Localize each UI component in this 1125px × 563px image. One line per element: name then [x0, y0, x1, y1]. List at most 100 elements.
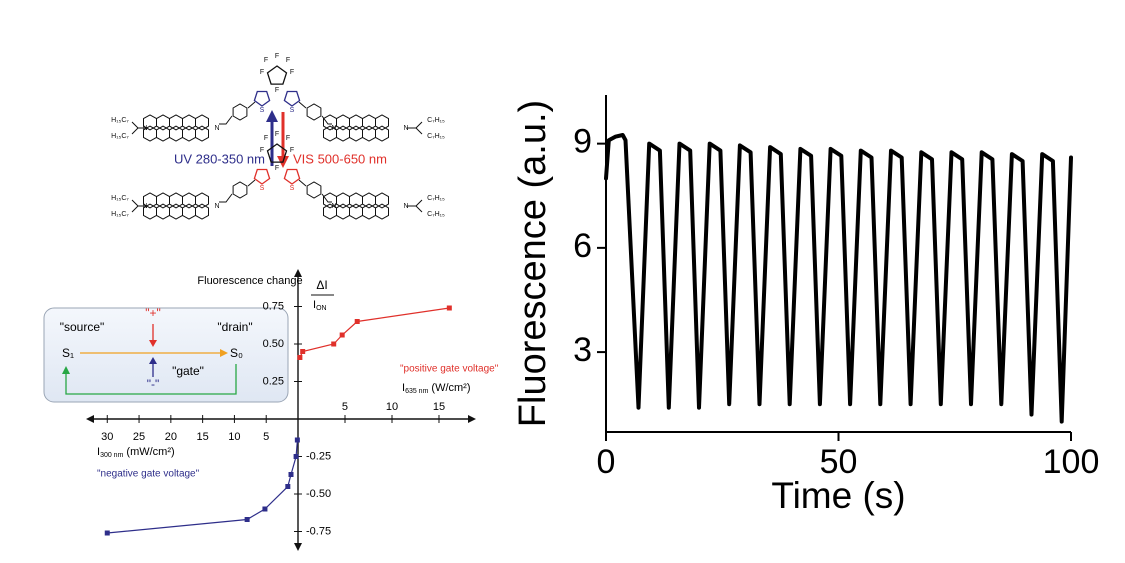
- chart-title: Fluorescence change: [197, 275, 302, 287]
- ring: [182, 203, 196, 220]
- atom-label: F: [275, 131, 279, 138]
- atom-label: N: [403, 125, 408, 132]
- axis-arrow: [86, 415, 94, 423]
- atom-label: H₁₅C₇: [111, 195, 129, 202]
- xlabel-label: I635 nm (W/cm²): [402, 382, 471, 395]
- atom-label: C₇H₁₅: [427, 195, 445, 202]
- return-path: [65, 364, 237, 395]
- atom-label: F: [286, 57, 290, 64]
- y-tick-label: 6: [573, 227, 592, 265]
- atom-label: F: [275, 87, 279, 94]
- bond: [407, 199, 423, 207]
- atom-label: S: [260, 107, 265, 114]
- x2-tick-label: 10: [228, 431, 240, 443]
- x2-tick-label: 20: [165, 431, 177, 443]
- y-tick-label: -0.75: [306, 525, 331, 537]
- ring: [182, 192, 196, 209]
- ring: [156, 203, 170, 220]
- marker: [294, 437, 300, 443]
- minus-arrow-head: [149, 357, 157, 364]
- atom-label: F: [275, 165, 279, 172]
- plus-arrow-head: [149, 340, 157, 347]
- atom-label: C₇H₁₅: [427, 117, 445, 124]
- atom-label: C₇H₁₅: [427, 211, 445, 218]
- plus-label: "+": [145, 306, 161, 320]
- bond: [247, 101, 256, 109]
- ring: [362, 114, 376, 131]
- marker: [297, 355, 303, 360]
- xlabel-sub: 635 nm: [405, 388, 429, 395]
- ring: [156, 114, 170, 131]
- y-tick-label: 0.50: [263, 338, 284, 350]
- marker: [293, 454, 299, 459]
- ring: [362, 125, 376, 142]
- atom-label: N: [142, 125, 147, 132]
- ring: [362, 192, 376, 209]
- atom-label: H₁₅C₇: [111, 211, 129, 218]
- atom-label: F: [260, 147, 264, 154]
- ring: [169, 192, 183, 209]
- ring: [375, 125, 389, 142]
- marker: [354, 319, 360, 324]
- bond: [131, 127, 139, 135]
- ring: [336, 192, 350, 209]
- atom-label: F: [275, 53, 279, 60]
- atom-label: N: [403, 203, 408, 210]
- x-tick-label: 100: [1043, 443, 1100, 481]
- atom-label: F: [264, 57, 268, 64]
- ring: [349, 125, 363, 142]
- atom-label: S: [290, 185, 295, 192]
- bond: [219, 193, 233, 203]
- x2-tick-label: 5: [263, 431, 269, 443]
- ring: [283, 168, 301, 185]
- uv-arrow-head: [266, 110, 278, 122]
- xlabel-unit: (W/cm²): [431, 382, 470, 394]
- ring: [266, 65, 288, 85]
- ring: [349, 114, 363, 131]
- x-tick-label: 0: [597, 443, 616, 481]
- y-label-numerator: ΔI: [316, 278, 327, 292]
- xlabel-main: I: [402, 382, 405, 394]
- bond: [415, 127, 423, 135]
- drain-label: "drain": [217, 320, 252, 334]
- atom-label: N: [142, 203, 147, 210]
- bond: [321, 193, 332, 203]
- y-tick-label: 9: [573, 123, 592, 161]
- annotation: "negative gate voltage": [97, 469, 200, 480]
- atom-label: N: [214, 203, 219, 210]
- atom-label: H₁₅C₇: [111, 133, 129, 140]
- bond: [298, 179, 307, 187]
- ring: [349, 192, 363, 209]
- ring: [375, 203, 389, 220]
- ring: [362, 203, 376, 220]
- ring: [169, 114, 183, 131]
- vis-label: VIS 500-650 nm: [293, 151, 387, 166]
- transistor-diagram: "source" "drain" S₁ S₀ "+" "-" "gate": [43, 306, 289, 403]
- ring: [375, 114, 389, 131]
- marker: [285, 484, 291, 489]
- ring: [232, 181, 248, 199]
- y-label-denominator: ION: [313, 299, 327, 312]
- atom-label: S: [290, 107, 295, 114]
- diagram-box: [43, 307, 289, 403]
- series-line: [299, 307, 450, 358]
- ring: [195, 203, 209, 220]
- ring: [182, 114, 196, 131]
- x-tick-label: 15: [433, 401, 445, 413]
- ring: [306, 181, 322, 199]
- bond: [407, 121, 423, 129]
- y-axis-label: Fluorescence (a.u.): [512, 100, 554, 427]
- x-axis-label: Time (s): [771, 475, 905, 516]
- axis-arrow: [294, 543, 302, 551]
- bond: [321, 115, 332, 125]
- atom-label: N: [331, 203, 336, 210]
- x2label-main: I: [97, 446, 100, 458]
- ring: [266, 143, 288, 163]
- atom-label: S: [260, 185, 265, 192]
- ring: [169, 203, 183, 220]
- ring: [283, 90, 301, 107]
- marker: [339, 332, 345, 338]
- ring: [336, 125, 350, 142]
- marker: [244, 517, 250, 522]
